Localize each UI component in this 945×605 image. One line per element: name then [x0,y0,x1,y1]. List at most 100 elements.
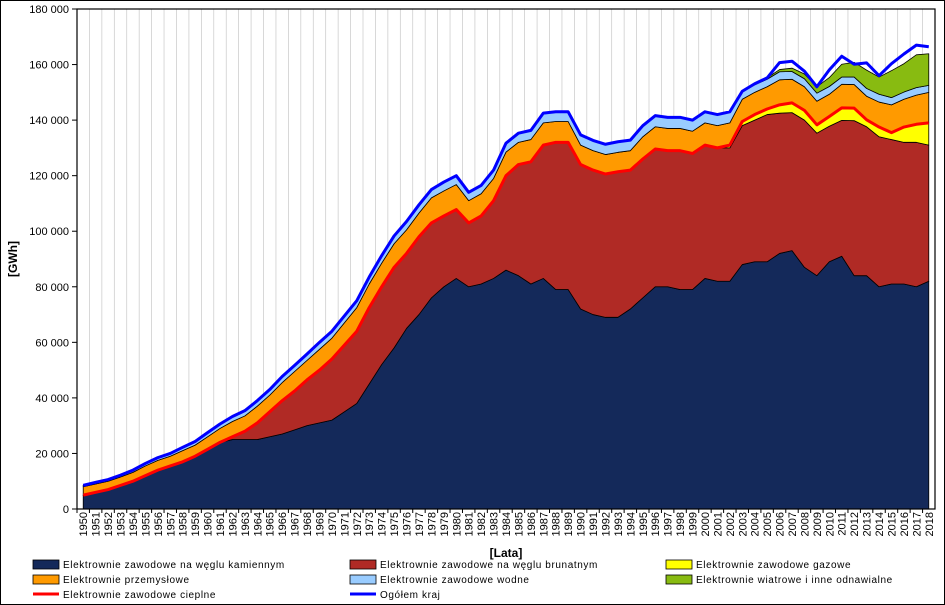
y-tick-label: 80 000 [35,282,69,294]
x-tick-label: 1979 [439,512,451,536]
x-tick-label: 1958 [178,512,190,536]
x-tick-label: 1962 [227,512,239,536]
x-tick-label: 1964 [252,512,264,536]
axes: 0 20 000 40 000 60 000 80 000 100 000 120 000 1… [29,4,936,536]
x-tick-label: 1996 [650,512,662,536]
legend-label: Elektrownie przemysłowe [63,575,190,586]
y-tick-label: 20 000 [35,448,69,460]
x-tick-label: 2008 [799,512,811,536]
x-tick-label: 2002 [725,512,737,536]
x-tick-label: 2018 [924,512,936,536]
x-tick-label: 2010 [824,512,836,536]
legend-label: Elektrownie zawodowe gazowe [696,560,851,571]
x-tick-label: 1953 [116,512,128,536]
x-tick-label: 1983 [489,512,501,536]
x-tick-label: 2014 [874,512,886,536]
series-line [82,43,929,487]
x-tick-label: 1973 [364,512,376,536]
x-tick-label: 1966 [277,512,289,536]
x-tick-label: 1950 [78,512,90,536]
x-tick-label: 1988 [551,512,563,536]
x-tick-label: 1987 [538,512,550,536]
x-tick-label: 1959 [190,512,202,536]
plot-border [76,8,936,510]
x-tick-label: 1980 [451,512,463,536]
x-tick-label: 1992 [600,512,612,536]
y-tick-label: 60 000 [35,337,69,349]
y-tick-label: 120 000 [29,171,69,183]
x-tick-label: 2016 [899,512,911,536]
legend: Elektrownie zawodowe na węglu kamiennym E… [32,559,893,601]
x-tick-label: 1998 [675,512,687,536]
x-tick-label: 1982 [476,512,488,536]
x-tick-label: 1968 [302,512,314,536]
x-tick-label: 1960 [203,512,215,536]
x-tick-label: 1975 [389,512,401,536]
y-tick-label: 180 000 [29,4,69,16]
x-tick-label: 1986 [526,512,538,536]
x-tick-label: 2017 [911,512,923,536]
legend-label: Elektrownie zawodowe cieplne [63,590,216,601]
x-tick-label: 1971 [339,512,351,536]
x-tick-label: 2007 [787,512,799,536]
x-tick-label: 1990 [576,512,588,536]
x-tick-label: 1955 [140,512,152,536]
x-tick-label: 1954 [128,512,140,536]
legend-swatch [665,559,693,570]
x-tick-label: 1965 [265,512,277,536]
x-tick-label: 1970 [327,512,339,536]
y-axis-title: [GWh] [6,241,20,277]
x-tick-label: 1974 [377,512,389,536]
x-axis-title: [Lata] [490,546,523,560]
x-tick-label: 2009 [812,512,824,536]
x-tick-label: 1991 [588,512,600,536]
x-tick-label: 2013 [862,512,874,536]
x-tick-label: 1981 [464,512,476,536]
y-tick-label: 40 000 [35,393,69,405]
legend-swatch [349,574,377,585]
legend-label: Elektrownie wiatrowe i inne odnawialne [696,575,893,586]
x-tick-label: 2015 [886,512,898,536]
x-tick-label: 1989 [563,512,575,536]
series-line [82,101,929,497]
y-tick-label: 160 000 [29,60,69,72]
legend-swatch [32,574,60,585]
x-tick-label: 1967 [290,512,302,536]
x-tick-label: 1969 [314,512,326,536]
plot-area [76,9,936,510]
x-tick-label: 1951 [91,512,103,536]
x-tick-label: 1978 [426,512,438,536]
x-tick-label: 1972 [352,512,364,536]
x-tick-label: 2011 [837,512,849,536]
x-tick-label: 1963 [240,512,252,536]
y-tick-label: 140 000 [29,115,69,127]
x-tick-label: 2001 [712,512,724,536]
legend-label: Ogółem kraj [380,590,441,601]
x-tick-label: 1997 [663,512,675,536]
legend-swatch [32,559,60,570]
x-tick-label: 2005 [762,512,774,536]
x-tick-label: 1957 [165,512,177,536]
y-tick-label: 0 [63,504,69,516]
x-tick-label: 1952 [103,512,115,536]
x-tick-label: 2006 [775,512,787,536]
x-tick-label: 1999 [688,512,700,536]
x-tick-label: 2003 [737,512,749,536]
x-tick-label: 2000 [700,512,712,536]
x-tick-label: 1984 [501,512,513,536]
legend-swatch [665,574,693,585]
y-tick-label: 100 000 [29,226,69,238]
x-tick-label: 2012 [849,512,861,536]
legend-label: Elektrownie zawodowe wodne [380,575,530,586]
x-tick-label: 1993 [613,512,625,536]
x-tick-label: 1956 [153,512,165,536]
legend-swatch [349,559,377,570]
x-tick-label: 1985 [513,512,525,536]
x-tick-label: 1976 [402,512,414,536]
x-tick-label: 1994 [625,512,637,536]
legend-label: Elektrownie zawodowe na węglu brunatnym [380,560,598,571]
x-tick-label: 2004 [750,512,762,536]
x-tick-label: 1977 [414,512,426,536]
